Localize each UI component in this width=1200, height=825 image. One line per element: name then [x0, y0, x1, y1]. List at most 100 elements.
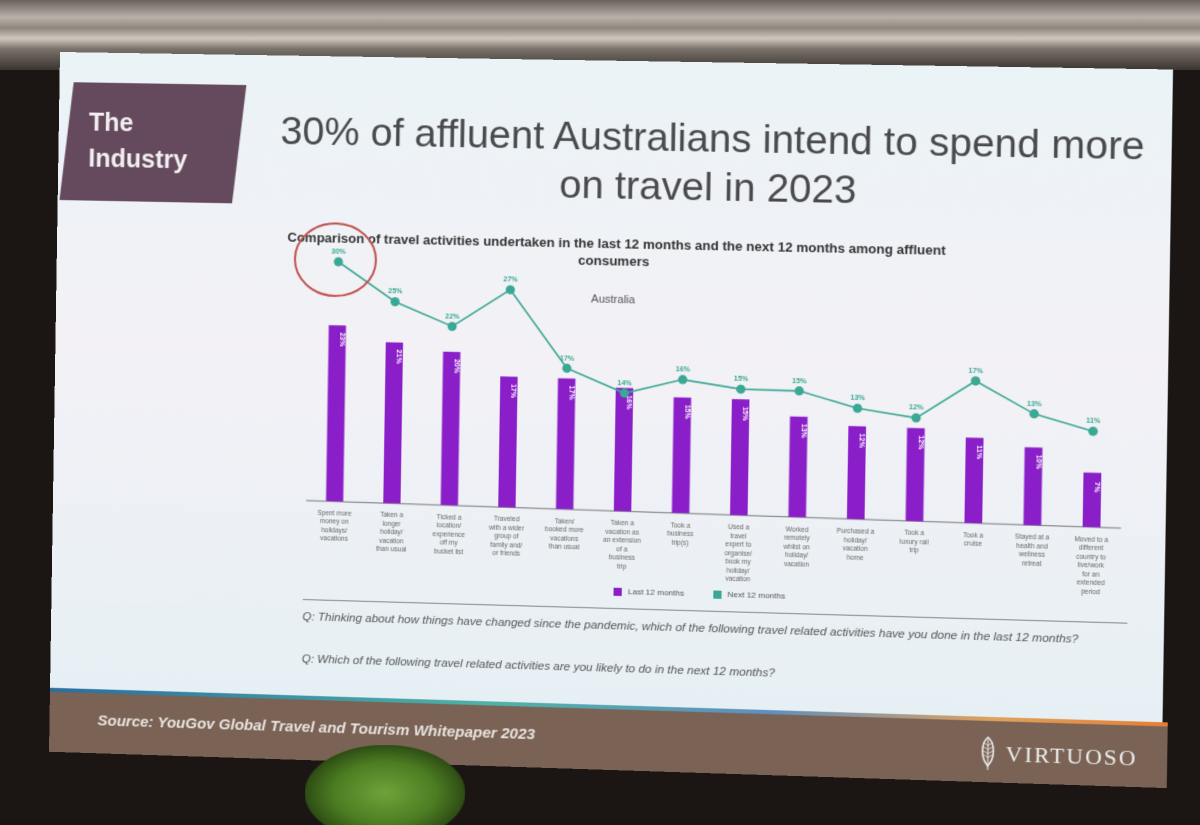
category-label: location/: [437, 523, 462, 531]
line-value-label: 15%: [792, 378, 807, 385]
category-label: longer: [382, 521, 401, 529]
bar-value-label: 15%: [683, 405, 690, 420]
category-label: home: [847, 554, 864, 562]
category-label: Ticked a: [437, 514, 462, 522]
bar-last-12: [671, 397, 692, 514]
category-label: trip(s): [672, 539, 689, 547]
category-label: Stayed at a: [1015, 534, 1050, 542]
bar-value-label: 20%: [452, 359, 459, 374]
line-value-label: 15%: [734, 376, 749, 383]
category-label: expert to: [725, 541, 752, 549]
category-label: for an: [1082, 571, 1100, 579]
category-label: money on: [320, 519, 349, 527]
category-label: trip: [617, 563, 627, 570]
bar-value-label: 10%: [1034, 455, 1042, 470]
line-value-label: 16%: [676, 366, 691, 373]
line-value-label: 17%: [968, 367, 984, 375]
category-label: an extension: [603, 537, 641, 545]
category-label: or friends: [492, 550, 520, 558]
category-label: cruise: [964, 541, 983, 549]
line-marker: [390, 297, 400, 307]
bar-last-12: [1082, 472, 1102, 528]
category-label: Worked: [785, 526, 809, 534]
bar-value-label: 7%: [1093, 482, 1101, 493]
brand-logo: VIRTUOSO: [978, 735, 1138, 777]
category-label: luxury rail: [900, 539, 929, 547]
line-value-label: 27%: [503, 276, 518, 283]
bar-value-label: 13%: [799, 424, 806, 439]
line-marker: [1029, 409, 1039, 419]
category-label: country to: [1076, 553, 1106, 561]
category-label: business: [609, 554, 636, 562]
category-label: Purchased a: [837, 528, 875, 536]
category-label: organise/: [724, 550, 752, 558]
category-label: business: [667, 531, 694, 539]
bar-value-label: 12%: [916, 435, 924, 450]
category-label: travel: [730, 533, 746, 541]
category-label: than usual: [549, 544, 580, 552]
category-label: vacation: [784, 561, 810, 569]
category-label: of a: [616, 546, 628, 553]
slide: The Industry 30% of affluent Australians…: [49, 52, 1174, 727]
bar-last-12: [846, 426, 867, 520]
x-axis: [306, 501, 1121, 529]
bar-value-label: 12%: [857, 433, 865, 448]
bar-last-12: [555, 378, 576, 510]
bar-value-label: 21%: [395, 349, 402, 364]
line-value-label: 14%: [617, 380, 632, 387]
category-label: holiday/: [726, 567, 749, 575]
bar-last-12: [613, 387, 634, 512]
line-value-label: 22%: [445, 313, 460, 320]
line-marker: [333, 257, 344, 267]
category-label: different: [1079, 545, 1104, 553]
line-value-label: 30%: [331, 249, 346, 256]
category-label: Moved to a: [1074, 536, 1108, 544]
category-label: holiday/: [380, 529, 403, 537]
category-label: Taken/: [555, 518, 575, 526]
category-label: Took a: [904, 530, 924, 538]
bar-value-label: 15%: [741, 406, 748, 421]
leaf-icon: [978, 735, 997, 772]
category-label: period: [1081, 588, 1100, 596]
category-label: remotely: [784, 535, 811, 543]
line-value-label: 12%: [909, 404, 924, 412]
category-label: Took a: [671, 522, 691, 530]
line-marker: [736, 384, 746, 394]
category-label: vacation: [725, 576, 750, 584]
bar-last-12: [788, 416, 808, 518]
line-value-label: 13%: [850, 395, 865, 402]
category-label: Used a: [728, 524, 750, 532]
category-label: holiday/: [844, 537, 868, 545]
category-label: vacations: [550, 535, 579, 543]
legend-next-12: Next 12 months: [712, 589, 785, 601]
line-value-label: 25%: [388, 288, 403, 295]
category-label: booked more: [545, 526, 584, 534]
question-1: Q: Thinking about how things have change…: [302, 611, 1079, 646]
category-label: experience: [433, 531, 466, 539]
line-value-label: 13%: [1027, 400, 1043, 408]
category-label: extended: [1077, 580, 1106, 588]
bar-last-12: [498, 376, 518, 508]
category-label: live/work: [1078, 562, 1105, 570]
category-label: group of: [494, 533, 519, 541]
projector-screen: The Industry 30% of affluent Australians…: [49, 52, 1189, 789]
category-label: with a wider: [488, 524, 525, 532]
bar-value-label: 17%: [509, 384, 516, 399]
category-label: wellness: [1018, 551, 1046, 559]
category-label: holiday/: [785, 552, 808, 560]
category-label: health and: [1016, 543, 1048, 551]
category-label: whilst on: [783, 543, 811, 551]
bar-value-label: 16%: [625, 395, 632, 410]
category-label: Traveled: [494, 516, 520, 524]
category-label: vacations: [320, 536, 349, 544]
category-label: vacation: [843, 545, 869, 553]
bar-last-12: [440, 351, 461, 506]
line-value-label: 17%: [560, 355, 575, 362]
bar-last-12: [383, 342, 404, 504]
category-label: vacation as: [605, 528, 640, 536]
line-marker: [447, 321, 457, 332]
category-label: Took a: [963, 532, 983, 540]
legend-swatch-teal: [712, 589, 722, 599]
line-marker: [970, 376, 981, 386]
